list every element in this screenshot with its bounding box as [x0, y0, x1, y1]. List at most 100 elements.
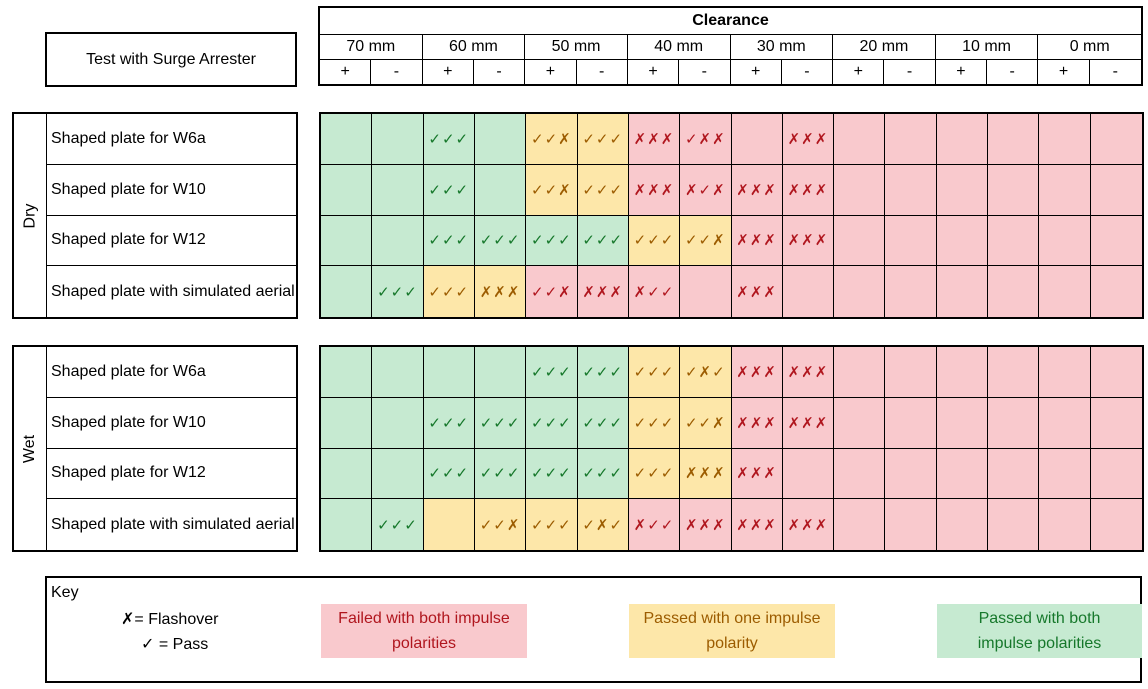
result-cell	[321, 215, 373, 267]
polarity-label: -	[679, 60, 731, 84]
result-cell	[321, 499, 373, 550]
group-dry-row-labels: Shaped plate for W6a Shaped plate for W10…	[47, 114, 296, 317]
result-cell	[834, 164, 886, 216]
result-cell: ✓✓✓	[423, 215, 475, 267]
result-cell	[1090, 266, 1142, 317]
row-label: Shaped plate for W6a	[47, 347, 296, 398]
result-cell	[372, 215, 424, 267]
result-cell	[1090, 499, 1142, 550]
polarity-label: +	[833, 60, 885, 84]
result-cell	[1090, 114, 1142, 165]
result-cell: ✓✗✓	[577, 499, 629, 550]
result-cell: ✗✗✗	[680, 499, 732, 550]
result-cell	[321, 448, 373, 500]
result-cell	[731, 114, 783, 165]
result-cell: ✓✓✓	[526, 448, 578, 500]
clearance-label: 60 mm	[422, 35, 526, 60]
result-cell: ✓✓✗	[526, 114, 578, 165]
result-cell	[834, 499, 886, 550]
test-title: Test with Surge Arrester	[86, 50, 256, 68]
result-cell	[834, 347, 886, 398]
grid-wet: ✓✓✓ ✓✓✓ ✓✓✓ ✓✗✓ ✗✗✗ ✗✗✗ ✓✓✓ ✓✓✓ ✓✓✓ ✓✓✓ ✓✓✓ ✓✓✗ ✗✗✗ ✗…	[319, 345, 1144, 552]
clearance-header: Clearance 70 mm + -60 mm + -50 mm + -40 mm + -30…	[318, 6, 1143, 86]
result-cell	[1090, 397, 1142, 449]
result-cell: ✗✗✗	[782, 114, 835, 165]
result-cell: ✗✗✗	[628, 164, 681, 216]
result-cell: ✓✓✓	[526, 499, 578, 550]
result-cell	[936, 164, 989, 216]
result-cell	[834, 448, 886, 500]
result-cell: ✓✓✓	[577, 347, 629, 398]
result-cell: ✗✗✗	[782, 347, 835, 398]
polarity-label: -	[577, 60, 628, 84]
clearance-label: 0 mm	[1038, 35, 1141, 60]
result-cell: ✓✓✗	[526, 164, 578, 216]
result-cell	[680, 266, 732, 317]
result-cell: ✗✗✗	[731, 499, 783, 550]
result-cell: ✓✓✓	[423, 114, 475, 165]
result-cell	[988, 114, 1040, 165]
result-cell: ✗✗✗	[782, 215, 835, 267]
result-cell: ✗✗✗	[731, 164, 783, 216]
key-failed-both: Failed with both impulse polarities	[321, 604, 527, 658]
result-cell	[834, 215, 886, 267]
polarity-label: -	[884, 60, 936, 84]
result-cell	[834, 266, 886, 317]
group-wet-row-labels: Shaped plate for W6a Shaped plate for W10…	[47, 347, 296, 550]
result-cell	[834, 397, 886, 449]
result-cell: ✓✓✓	[372, 499, 424, 550]
result-cell	[474, 164, 527, 216]
result-cell	[988, 499, 1040, 550]
polarity-label: -	[474, 60, 526, 84]
result-cell	[936, 347, 989, 398]
row-label: Shaped plate for W12	[47, 449, 296, 500]
result-cell: ✓✓✓	[526, 397, 578, 449]
result-cell	[372, 397, 424, 449]
result-cell	[1090, 448, 1142, 500]
result-cell	[1039, 164, 1091, 216]
result-cell	[988, 164, 1040, 216]
result-cell	[936, 215, 989, 267]
clearance-label: 50 mm	[525, 35, 628, 60]
result-cell: ✓✓✓	[577, 164, 629, 216]
result-cell	[988, 215, 1040, 267]
test-title-box: Test with Surge Arrester	[45, 32, 297, 87]
row-label: Shaped plate for W12	[47, 216, 296, 267]
clearance-label: 30 mm	[730, 35, 834, 60]
result-cell: ✗✗✗	[731, 347, 783, 398]
result-cell: ✓✓✓	[628, 215, 681, 267]
result-cell	[372, 164, 424, 216]
result-cell: ✓✓✓	[577, 448, 629, 500]
result-cell: ✓✓✓	[628, 347, 681, 398]
result-cell	[885, 499, 937, 550]
result-cell	[936, 499, 989, 550]
result-cell	[321, 347, 373, 398]
result-cell	[885, 215, 937, 267]
polarity-label: +	[320, 60, 372, 84]
result-cell: ✓✗✓	[680, 347, 732, 398]
result-cell: ✗✗✗	[577, 266, 629, 317]
result-cell	[474, 347, 527, 398]
result-cell	[372, 448, 424, 500]
result-cell	[372, 347, 424, 398]
result-cell: ✗✗✗	[731, 448, 783, 500]
row-label: Shaped plate with simulated aerial	[51, 515, 295, 533]
polarity-label: -	[371, 60, 423, 84]
polarity-label: +	[731, 60, 782, 84]
result-cell	[1039, 397, 1091, 449]
result-cell	[1039, 114, 1091, 165]
result-cell: ✓✓✓	[423, 448, 475, 500]
result-cell	[885, 114, 937, 165]
result-cell	[1039, 266, 1091, 317]
result-cell	[885, 266, 937, 317]
group-wet: Wet Shaped plate for W6a Shaped plate for…	[12, 345, 298, 552]
result-cell: ✓✓✓	[474, 448, 527, 500]
result-cell	[834, 114, 886, 165]
result-cell: ✓✓✓	[423, 397, 475, 449]
row-label: Shaped plate for W6a	[47, 114, 296, 165]
polarity-label: +	[423, 60, 474, 84]
polarity-label: +	[1038, 60, 1090, 84]
key-pass: ✓ = Pass	[141, 636, 209, 653]
result-cell	[936, 397, 989, 449]
result-cell: ✗✓✗	[680, 164, 732, 216]
